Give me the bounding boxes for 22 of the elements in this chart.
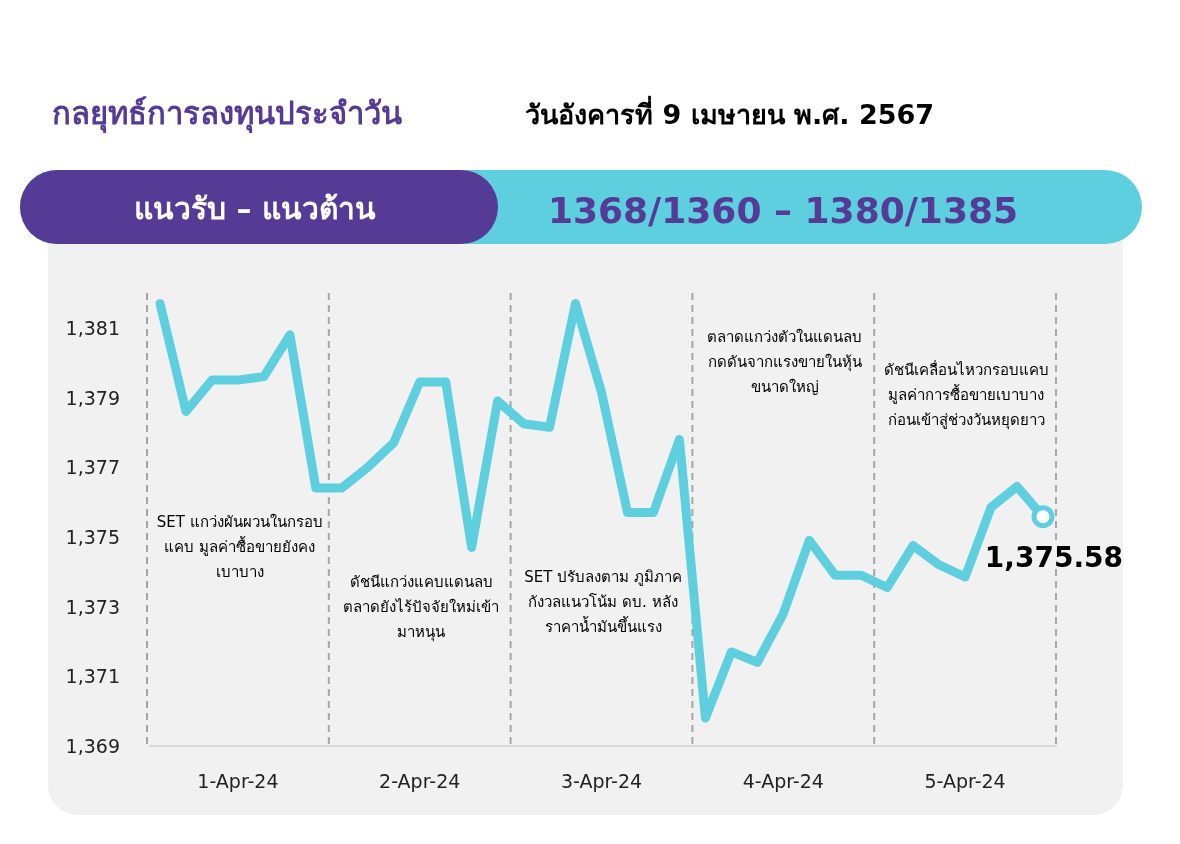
text: 1368/1360 – 1380/1385 [547, 190, 1019, 231]
y-tick-label: 1,371 [65, 665, 120, 688]
y-tick-label: 1,369 [65, 735, 120, 757]
y-tick-label: 1,381 [65, 316, 120, 339]
annotation: SET แกว่งผันผวนในกรอบแคบ มูลค่าซื้อขายยังคงเบาบาง [155, 512, 324, 583]
x-tick-label: 5-Apr-24 [924, 770, 1006, 792]
y-tick-label: 1,375 [65, 525, 120, 548]
y-tick-label: 1,379 [65, 386, 120, 409]
chart-subtitle: วันอังคารที่ 9 เมษายน พ.ศ. 2567 [525, 95, 935, 130]
annotation: ดัชนีเคลื่อนไหวกรอบแคบ มูลค่าการซื้อขายเบาบางก่อนเข้าสู่ช่วงวันหยุดยาว [882, 359, 1050, 432]
annotation: SET ปรับลงตาม ภูมิภาค กังวลแนวโน้ม ดบ. หลังราคาน้ำมันขึ้นแรง [523, 567, 683, 638]
chart-title: กลยุทธ์การลงทุนประจำวัน [52, 95, 402, 133]
y-tick-label: 1,377 [65, 456, 120, 479]
annotation: ตลาดแกว่งตัวในแดนลบ กดดันจากแรงขายในหุ้นขนาดใหญ่ [706, 327, 864, 398]
data-label: 1,375.58 [984, 540, 1123, 574]
x-tick-label: 1-Apr-24 [197, 770, 279, 792]
annotation: ดัชนีแกว่งแคบแดนลบ ตลาดยังไร้ปัจจัยใหม่เข้ามาหนุน [342, 572, 501, 644]
x-tick-label: 2-Apr-24 [379, 770, 461, 792]
x-tick-label: 4-Apr-24 [742, 770, 824, 792]
y-tick-label: 1,373 [65, 595, 120, 618]
x-tick-label: 3-Apr-24 [560, 770, 643, 792]
text: แนวรับ – แนวต้าน [134, 191, 376, 226]
